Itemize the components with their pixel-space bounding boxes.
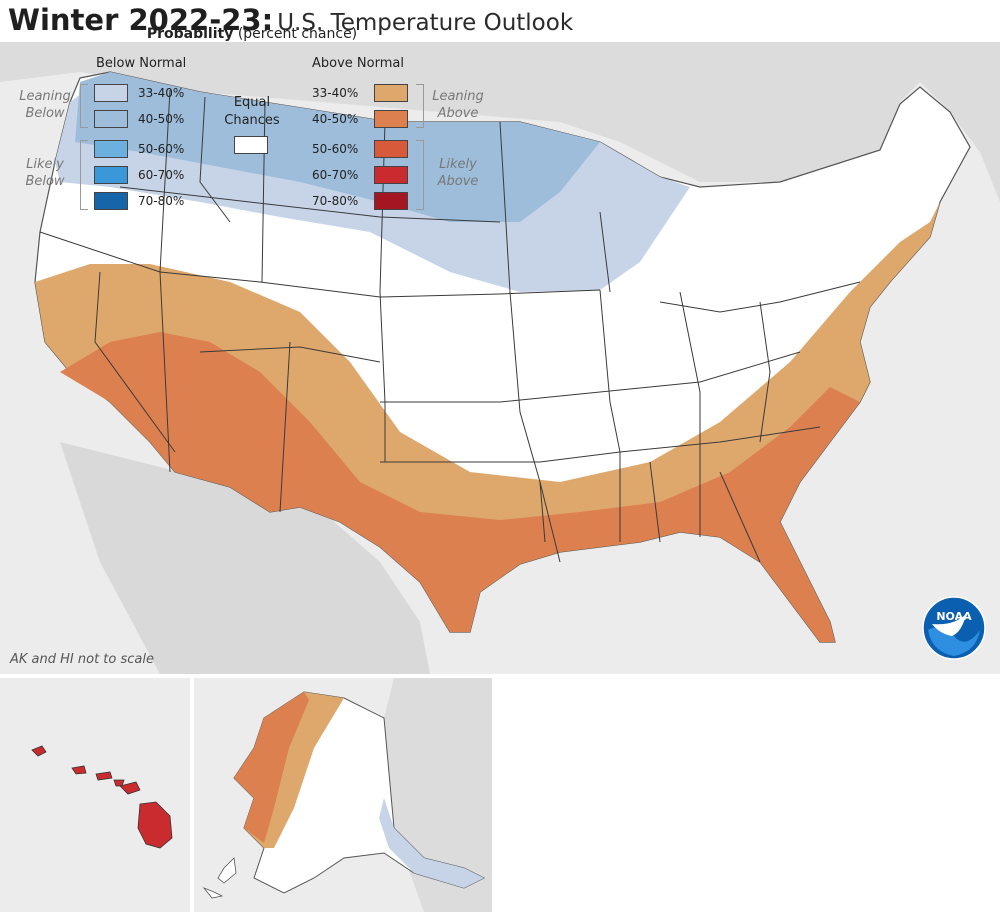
swatch-below-70-80 [94, 192, 128, 210]
below-normal-header: Below Normal [96, 56, 187, 71]
label-equal-chances: Equal Chances [224, 95, 280, 128]
title-bar: Winter 2022-23: U.S. Temperature Outlook [0, 0, 1000, 42]
hawaii-islands [31, 745, 173, 849]
swatch-label-above-60-70: 60-70% [312, 168, 359, 182]
page-subtitle: U.S. Temperature Outlook [277, 10, 574, 36]
bracket-likely-below [80, 140, 88, 210]
swatch-equal-chances [234, 136, 268, 154]
above-normal-header: Above Normal [312, 56, 404, 71]
swatch-below-33-40 [94, 84, 128, 102]
page-title: Winter 2022-23: U.S. Temperature Outlook [8, 3, 574, 37]
scale-note: AK and HI not to scale [10, 652, 154, 667]
swatch-label-below-60-70: 60-70% [138, 168, 185, 182]
label-leaning-below: Leaning Below [19, 89, 71, 121]
swatch-below-50-60 [94, 140, 128, 158]
swatch-label-above-50-60: 50-60% [312, 142, 359, 156]
label-likely-below: Likely Below [25, 157, 65, 189]
conus-map [0, 42, 1000, 674]
swatch-above-70-80 [374, 192, 408, 210]
swatch-below-60-70 [94, 166, 128, 184]
swatch-label-below-33-40: 33-40% [138, 86, 185, 100]
swatch-label-above-40-50: 40-50% [312, 112, 359, 126]
canada-land [0, 42, 1000, 202]
legend-title: Probability (percent chance) [146, 26, 358, 42]
bracket-leaning-above [416, 84, 424, 128]
legend-title-sub: (percent chance) [237, 26, 358, 42]
region-above-40-50 [60, 332, 860, 642]
mexico-land [60, 442, 430, 674]
state-boundaries [39, 89, 861, 563]
noaa-logo: NOAA [922, 596, 986, 660]
swatch-label-below-70-80: 70-80% [138, 194, 185, 208]
swatch-below-40-50 [94, 110, 128, 128]
swatch-label-below-50-60: 50-60% [138, 142, 185, 156]
swatch-label-above-33-40: 33-40% [312, 86, 359, 100]
label-leaning-above: Leaning Above [432, 89, 484, 121]
swatch-above-40-50 [374, 110, 408, 128]
region-below-40-50 [75, 72, 600, 222]
gulf-water [430, 542, 830, 674]
swatch-above-33-40 [374, 84, 408, 102]
swatch-label-above-70-80: 70-80% [312, 194, 359, 208]
noaa-logo-text: NOAA [936, 610, 972, 623]
swatch-label-below-40-50: 40-50% [138, 112, 185, 126]
bracket-leaning-below [80, 84, 88, 128]
legend-panel: Probability (percent chance) Below Norma… [0, 0, 504, 234]
label-likely-above: Likely Above [437, 157, 479, 189]
swatch-above-60-70 [374, 166, 408, 184]
hawaii-inset [0, 678, 190, 912]
alaska-inset [194, 678, 492, 912]
bracket-likely-above [416, 140, 424, 210]
swatch-above-50-60 [374, 140, 408, 158]
